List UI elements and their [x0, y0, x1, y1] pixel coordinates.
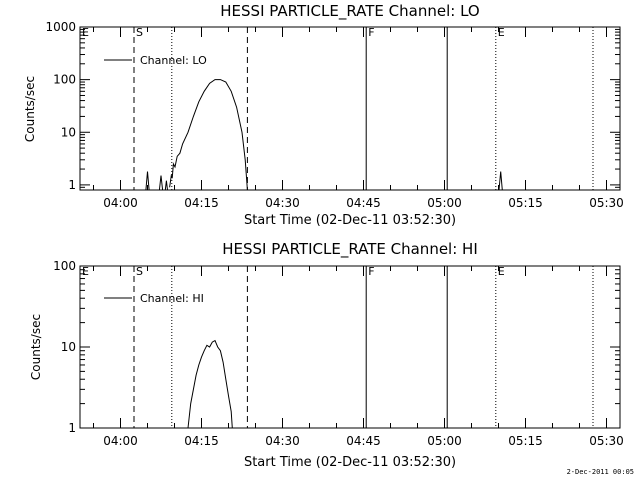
- event-marker-label: S: [136, 26, 143, 39]
- x-tick-label: 04:00: [103, 434, 138, 448]
- y-axis-label: Counts/sec: [29, 314, 43, 380]
- y-tick-group: 1 10 100 1000: [45, 20, 620, 192]
- x-axis-label: Start Time (02-Dec-11 03:52:30): [244, 455, 456, 470]
- x-tick-label: 04:45: [346, 434, 381, 448]
- x-tick-label: 05:15: [508, 196, 543, 210]
- series-line-segment: [169, 79, 248, 191]
- x-tick-label: 05:15: [508, 434, 543, 448]
- x-tick-group: 04:00 04:15 04:30 04:45 05:00 05:15 05:30: [93, 27, 624, 210]
- event-marker-label: E: [498, 26, 505, 39]
- x-tick-label: 04:30: [265, 196, 300, 210]
- x-tick-label: 04:00: [103, 196, 138, 210]
- x-tick-label: 04:30: [265, 434, 300, 448]
- y-tick-group: 1 10 100: [53, 259, 620, 435]
- y-tick-label: 100: [53, 259, 76, 273]
- x-tick-label: 04:45: [346, 196, 381, 210]
- chart-title: HESSI PARTICLE_RATE Channel: LO: [220, 2, 479, 21]
- series-line-segment: [145, 171, 150, 191]
- legend-label: Channel: HI: [140, 292, 204, 305]
- event-marker-label: F: [368, 26, 374, 39]
- legend: Channel: LO: [104, 54, 207, 67]
- y-tick-label: 10: [61, 340, 76, 354]
- y-tick-label: 1: [68, 178, 76, 192]
- x-axis-label: Start Time (02-Dec-11 03:52:30): [244, 213, 456, 228]
- x-tick-label: 04:15: [184, 434, 219, 448]
- chart-title: HESSI PARTICLE_RATE Channel: HI: [222, 240, 478, 259]
- y-axis-label: Counts/sec: [23, 76, 37, 142]
- legend: Channel: HI: [104, 292, 204, 305]
- y-tick-label: 1: [68, 421, 76, 435]
- chart-panel-hi: HESSI PARTICLE_RATE Channel: HI Counts/s…: [29, 240, 624, 470]
- series-group: [187, 339, 233, 429]
- legend-label: Channel: LO: [140, 54, 207, 67]
- x-tick-label: 05:30: [589, 434, 624, 448]
- series-group: [145, 79, 503, 191]
- x-tick-label: 04:15: [184, 196, 219, 210]
- event-marker-label: E: [82, 26, 89, 39]
- event-marker-label: S: [136, 265, 143, 278]
- chart-panel-lo: HESSI PARTICLE_RATE Channel: LO Counts/s…: [23, 2, 624, 228]
- plot-frame: [79, 26, 621, 191]
- plot-frame: [79, 265, 621, 429]
- event-marker-label: E: [498, 265, 505, 278]
- series-line-segment: [164, 180, 168, 191]
- x-tick-group: 04:00 04:15 04:30 04:45 05:00 05:15 05:30: [93, 266, 624, 448]
- x-tick-label: 05:00: [427, 196, 462, 210]
- y-tick-label: 1000: [45, 20, 76, 34]
- plot-timestamp: 2-Dec-2011 00:05: [566, 468, 634, 476]
- series-line-segment: [158, 175, 164, 191]
- y-tick-label: 10: [61, 125, 76, 139]
- y-tick-label: 100: [53, 73, 76, 87]
- x-tick-label: 05:00: [427, 434, 462, 448]
- event-marker-label: E: [82, 265, 89, 278]
- event-marker-label: F: [368, 265, 374, 278]
- series-line-segment: [187, 339, 233, 429]
- series-line-segment: [498, 171, 503, 191]
- x-tick-label: 05:30: [589, 196, 624, 210]
